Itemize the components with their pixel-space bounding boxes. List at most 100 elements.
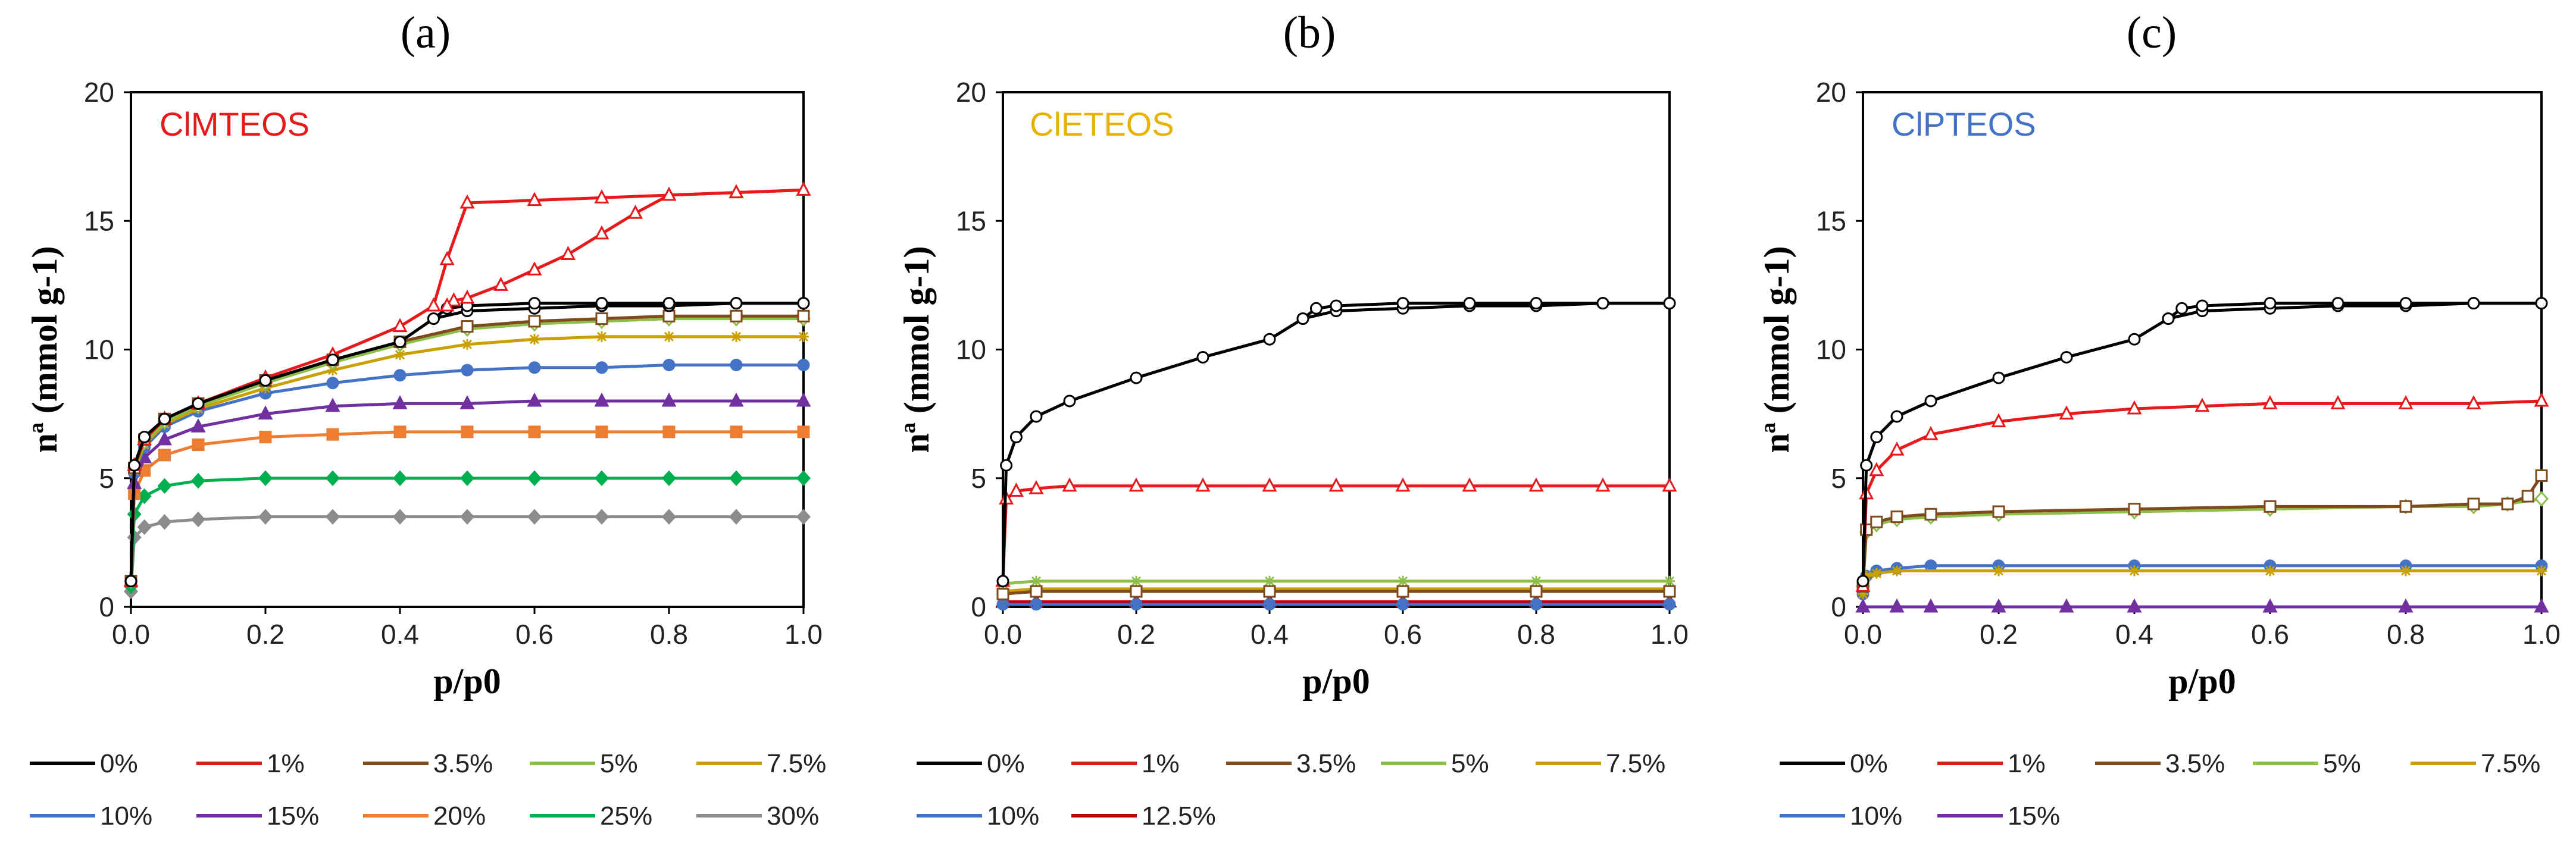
data-point: [2128, 333, 2141, 346]
data-point: [527, 509, 542, 525]
data-point: [1855, 598, 1871, 613]
data-point: [459, 470, 475, 486]
plot-frame: [1002, 91, 1671, 608]
data-point: [459, 509, 475, 525]
data-point: [797, 358, 810, 371]
data-point: [730, 297, 743, 310]
legend-label: 5%: [1451, 749, 1489, 778]
panel-letter: (a): [401, 8, 451, 58]
data-point: [2194, 397, 2210, 412]
data-point: [2398, 395, 2414, 409]
data-point: [1924, 394, 1937, 408]
data-point: [1000, 459, 1013, 472]
data-point: [1196, 350, 1209, 364]
data-point: [395, 349, 405, 361]
data-point: [1462, 477, 1477, 492]
data-point: [461, 425, 474, 438]
data-point: [1128, 477, 1144, 492]
x-tick-label: 0.0: [112, 619, 150, 650]
x-axis-title: p/p0: [433, 662, 501, 701]
data-point: [1664, 575, 1675, 587]
data-point: [1530, 598, 1543, 611]
data-point: [325, 509, 340, 525]
data-point: [1008, 483, 1024, 497]
data-point: [1264, 575, 1275, 587]
data-point: [461, 364, 474, 377]
data-point: [996, 598, 1009, 611]
x-tick-label: 0.6: [1384, 619, 1422, 650]
y-tick-label: 5: [1831, 463, 1846, 494]
series-1%: [995, 477, 1677, 587]
data-point: [393, 425, 407, 438]
legend-label: 7.5%: [1606, 749, 1665, 778]
data-point: [1530, 297, 1543, 310]
chart-title: ClMTEOS: [160, 105, 310, 143]
data-point: [1869, 462, 1884, 477]
data-point: [2175, 302, 2189, 315]
x-tick-label: 0.0: [984, 619, 1022, 650]
data-point: [662, 297, 676, 310]
legend-label: 5%: [2323, 749, 2361, 778]
data-point: [1924, 508, 1937, 521]
data-point: [595, 361, 608, 374]
series-line: [129, 399, 804, 581]
data-point: [1395, 477, 1411, 492]
series-10%: [1856, 559, 2548, 600]
series-30%: [123, 509, 811, 600]
data-point: [595, 312, 608, 325]
data-point: [2400, 565, 2411, 577]
data-point: [1663, 598, 1676, 611]
panel-letter: (c): [2127, 8, 2177, 58]
data-point: [1596, 297, 1609, 310]
data-point: [459, 395, 475, 409]
legend-label: 0%: [100, 749, 138, 778]
data-point: [1030, 585, 1043, 598]
series-15%: [123, 392, 811, 587]
data-point: [158, 449, 171, 462]
data-point: [729, 470, 744, 486]
data-point: [2262, 598, 2278, 613]
data-point: [527, 261, 542, 275]
chart-title: ClPTEOS: [1892, 105, 2036, 143]
series-line: [1002, 590, 1670, 596]
data-point: [662, 309, 676, 322]
series-3.5%: [124, 309, 810, 588]
legend-label: 3.5%: [433, 749, 493, 778]
data-point: [2467, 297, 2480, 310]
data-point: [527, 470, 542, 486]
data-point: [661, 392, 677, 407]
desorption-branch: [1296, 297, 1676, 325]
data-point: [527, 192, 542, 206]
data-point: [1595, 477, 1611, 492]
series-3.5%: [1856, 469, 2548, 593]
data-point: [594, 392, 609, 407]
data-point: [1528, 477, 1544, 492]
data-point: [2059, 598, 2074, 613]
data-point: [258, 470, 273, 486]
data-point: [1871, 568, 1882, 579]
y-tick-label: 10: [84, 334, 114, 365]
x-tick-label: 0.2: [246, 619, 285, 650]
data-point: [157, 431, 172, 446]
series-line: [129, 515, 804, 592]
data-point: [459, 194, 475, 209]
data-point: [2060, 350, 2073, 364]
data-point: [1890, 510, 1903, 524]
data-point: [192, 397, 205, 410]
data-point: [661, 186, 677, 201]
data-point: [393, 369, 407, 382]
legend-label: 12.5%: [1142, 801, 1216, 831]
y-tick-label: 15: [1816, 205, 1846, 236]
series-line: [129, 317, 804, 581]
data-point: [1031, 575, 1042, 587]
legend-label: 3.5%: [1296, 749, 1356, 778]
data-point: [1263, 598, 1276, 611]
data-point: [461, 320, 474, 333]
data-point: [392, 318, 408, 333]
data-point: [1330, 299, 1343, 312]
series-line: [1861, 302, 2541, 581]
data-point: [1396, 297, 1409, 310]
data-point: [2264, 500, 2277, 513]
data-point: [2128, 503, 2141, 516]
x-tick-label: 0.6: [515, 619, 554, 650]
